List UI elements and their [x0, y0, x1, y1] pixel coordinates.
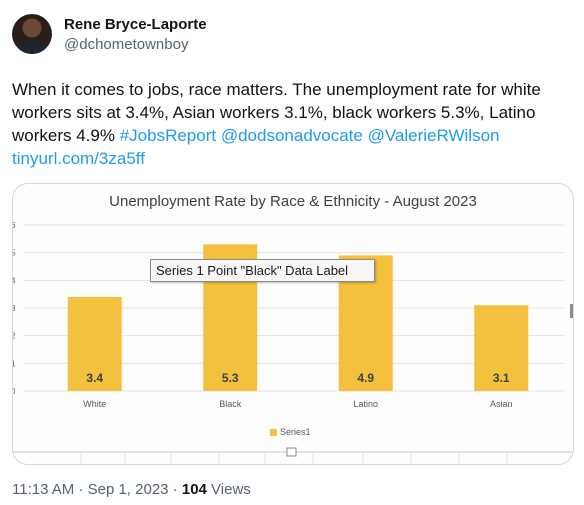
tweet-text: When it comes to jobs, race matters. The…	[12, 78, 572, 170]
legend-swatch	[270, 428, 277, 436]
data-label: 3.1	[493, 371, 510, 385]
tweet-header: Rene Bryce-Laporte @dchometownboy	[12, 14, 572, 58]
data-label: 3.4	[86, 371, 103, 385]
y-tick-label: 6	[13, 221, 16, 230]
y-tick-label: 2	[13, 332, 16, 341]
views-label: Views	[206, 481, 251, 498]
mention-link[interactable]: @dodsonadvocate	[220, 126, 363, 145]
x-tick-label: Asian	[490, 399, 513, 409]
url-link[interactable]: tinyurl.com/3za5ff	[12, 149, 145, 168]
author-name[interactable]: Rene Bryce-Laporte	[64, 16, 207, 33]
bar-chart: 0 1 2 3 4 5 6 3.4 White 5.3 Black 4.9 Latino 3.1 Asian	[13, 221, 573, 464]
tweet-date[interactable]: Sep 1, 2023	[87, 481, 169, 498]
bar-white	[67, 296, 122, 391]
data-label: 5.3	[222, 371, 239, 385]
resize-handle	[286, 447, 297, 457]
tweet-time[interactable]: 11:13 AM	[12, 481, 75, 498]
data-label: 4.9	[357, 371, 374, 385]
views-count: 104	[181, 481, 207, 498]
y-tick-label: 5	[13, 249, 16, 258]
chart-legend: Series1	[270, 427, 311, 437]
mention-link[interactable]: @ValerieRWilson	[367, 126, 500, 145]
x-tick-label: Latino	[353, 399, 378, 409]
footer-separator: ·	[74, 481, 88, 498]
bar-asian	[474, 305, 529, 391]
hashtag-link[interactable]: #JobsReport	[119, 126, 217, 145]
x-tick-label: White	[83, 399, 106, 409]
y-tick-label: 0	[13, 387, 16, 396]
legend-label: Series1	[280, 427, 311, 437]
tweet-footer: 11:13 AM · Sep 1, 2023 · 104 Views	[12, 481, 251, 498]
chart-image[interactable]: Unemployment Rate by Race & Ethnicity - …	[12, 183, 574, 465]
y-tick-label: 4	[13, 276, 16, 285]
chart-title: Unemployment Rate by Race & Ethnicity - …	[109, 193, 477, 210]
footer-separator: ·	[168, 481, 182, 498]
x-tick-label: Black	[219, 399, 242, 409]
y-tick-label: 3	[13, 304, 16, 313]
tweet-body: When it comes to jobs, race matters. The…	[12, 80, 541, 145]
author-handle[interactable]: @dchometownboy	[64, 36, 189, 53]
side-handle	[570, 304, 573, 318]
y-tick-label: 1	[13, 359, 16, 368]
data-label-tooltip: Series 1 Point "Black" Data Label	[150, 259, 375, 282]
avatar[interactable]	[12, 14, 52, 54]
